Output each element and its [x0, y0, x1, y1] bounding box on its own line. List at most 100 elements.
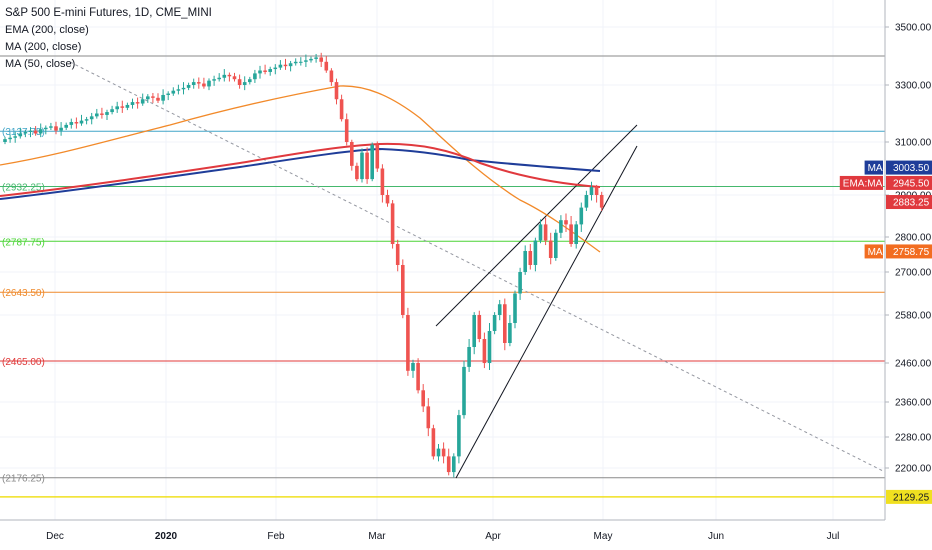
candle	[385, 189, 390, 207]
candle	[181, 82, 186, 95]
candle	[416, 358, 420, 394]
price-axis-bg[interactable]	[885, 0, 932, 550]
candle	[441, 442, 446, 464]
level-label: (2787.75)	[2, 237, 45, 248]
candle	[533, 237, 538, 272]
candle	[293, 58, 298, 66]
candle	[197, 77, 201, 89]
price-tag[interactable]: MA 2758.75	[864, 244, 932, 259]
time-tick-label: Jul	[827, 531, 840, 542]
wedge-lower-line[interactable]	[455, 145, 638, 479]
ma50-line[interactable]	[0, 85, 601, 253]
candle	[140, 93, 145, 106]
candle	[13, 131, 17, 143]
candle	[79, 114, 84, 126]
wedge-upper-line[interactable]	[435, 124, 638, 327]
candle	[339, 94, 344, 122]
candle	[263, 64, 267, 75]
candle	[8, 134, 12, 143]
candle	[452, 453, 456, 478]
price-tag-label: MA	[868, 163, 883, 174]
price-tick-label: 2700.00	[895, 268, 932, 279]
candle	[380, 164, 385, 203]
level-label: (3137.75)	[2, 127, 45, 138]
price-tick-label: 2580.00	[895, 311, 932, 322]
time-tick-label: Apr	[485, 531, 501, 542]
candle	[365, 147, 369, 184]
price-tick-label: 2800.00	[895, 233, 932, 244]
price-tag[interactable]: 2883.25	[886, 195, 932, 210]
price-tag-value: 2883.25	[893, 198, 930, 209]
candle	[344, 113, 349, 146]
candle	[508, 315, 512, 347]
price-tick-label: 2200.00	[895, 464, 932, 475]
trend-lines	[69, 61, 886, 479]
level-label: (2176.25)	[2, 474, 45, 485]
dashed-trendline[interactable]	[69, 61, 886, 473]
candle	[390, 200, 395, 249]
price-tags: MA 3003.50 EMA:MA 2945.50 2883.25 MA 2758.75 21…	[839, 160, 932, 504]
indicator-ma200[interactable]: MA (200, close)	[5, 41, 82, 53]
candle	[477, 310, 482, 343]
candle	[125, 102, 130, 111]
candle	[253, 69, 257, 83]
candle	[329, 68, 334, 86]
candle	[523, 245, 527, 275]
candle	[528, 244, 533, 270]
candle	[513, 290, 517, 329]
candle	[156, 93, 160, 103]
candle	[406, 307, 410, 376]
candle	[554, 229, 558, 261]
candle	[457, 409, 461, 464]
candle	[395, 239, 400, 272]
candle	[130, 98, 135, 109]
candle	[227, 72, 232, 82]
candle	[207, 78, 211, 91]
candle	[574, 221, 578, 249]
candle	[497, 299, 502, 321]
candle	[232, 72, 237, 82]
time-tick-label: Jun	[708, 531, 724, 542]
candle	[538, 219, 543, 244]
candles	[3, 52, 604, 478]
time-tick-label: Mar	[368, 531, 386, 542]
price-tag-label: EMA:MA	[843, 178, 883, 189]
price-tag[interactable]: MA 3003.50	[864, 160, 932, 175]
candle	[375, 141, 380, 172]
candle	[543, 217, 548, 246]
level-label: (2643.50)	[2, 288, 45, 299]
candle	[38, 123, 43, 138]
candle	[436, 443, 441, 462]
price-tag-label: MA	[868, 247, 883, 258]
candle	[237, 74, 242, 89]
time-axis-bg[interactable]	[0, 520, 932, 550]
price-tag[interactable]: 2129.25	[886, 489, 932, 504]
candle	[299, 57, 303, 66]
price-tag[interactable]: EMA:MA 2945.50	[839, 175, 932, 190]
candle	[110, 105, 114, 115]
candle	[319, 52, 323, 68]
price-tick-label: 3100.00	[895, 138, 932, 149]
candle	[599, 191, 604, 211]
candle	[548, 232, 553, 265]
indicator-ema200[interactable]: EMA (200, close)	[5, 24, 89, 36]
price-tick-label: 3500.00	[895, 23, 932, 34]
price-tick-label: 2460.00	[895, 359, 932, 370]
indicator-ma50[interactable]: MA (50, close)	[5, 58, 76, 70]
candle	[482, 332, 487, 369]
level-label: (2465.00)	[2, 357, 45, 368]
candle	[594, 184, 599, 203]
chart-title: S&P 500 E-mini Futures, 1D, CME_MINI	[5, 7, 212, 19]
level-label: (2932.25)	[2, 182, 45, 193]
candle	[467, 339, 471, 372]
candle	[18, 127, 23, 139]
chart-legend: S&P 500 E-mini Futures, 1D, CME_MINI EMA…	[5, 5, 212, 73]
ema200-line[interactable]	[0, 142, 601, 197]
candle	[212, 75, 216, 86]
candle	[431, 424, 436, 460]
ma200-line[interactable]	[0, 147, 601, 200]
candle	[54, 121, 58, 135]
candle	[314, 53, 318, 63]
price-tick-label: 2360.00	[895, 398, 932, 409]
